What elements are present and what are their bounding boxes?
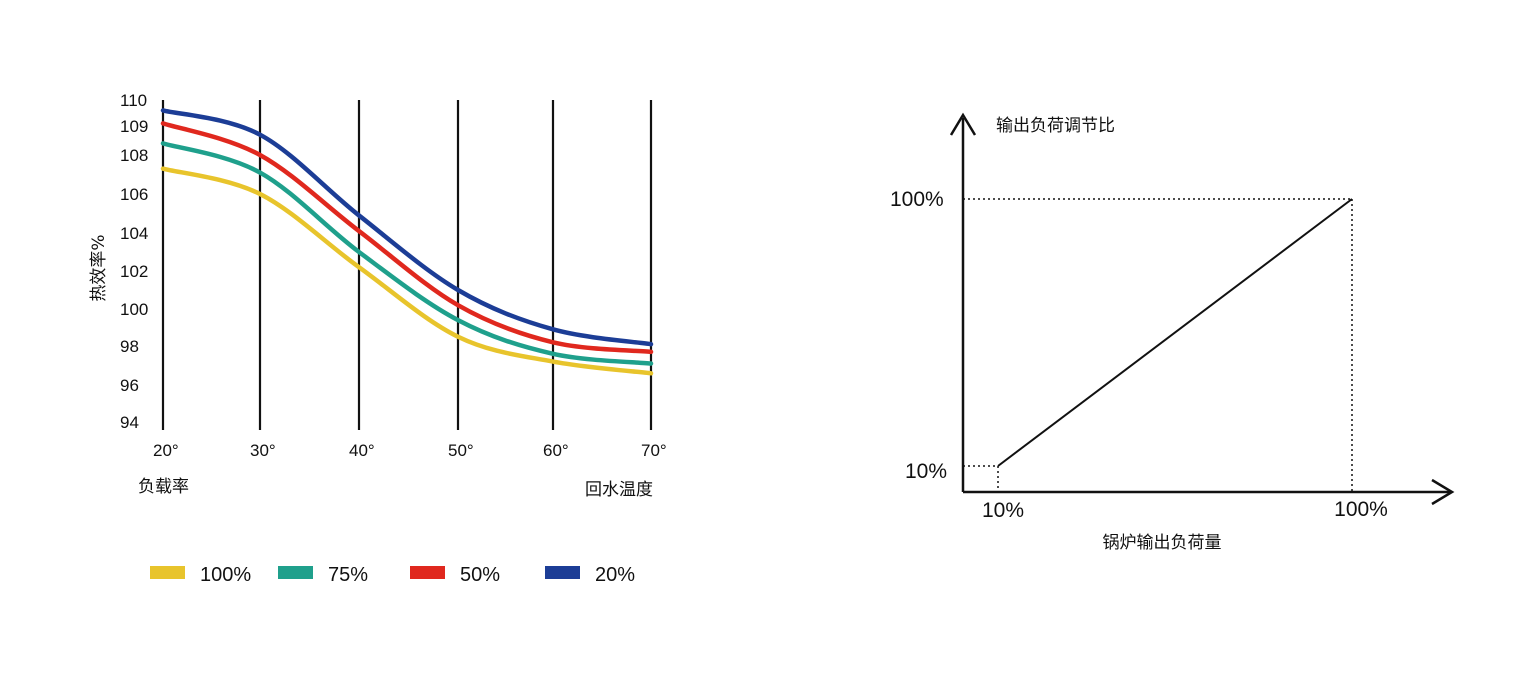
efficiency-series — [160, 108, 654, 376]
legend-swatch — [150, 566, 185, 579]
y-axis-label: 热效率% — [89, 234, 109, 301]
y-tick-label: 102 — [120, 262, 148, 281]
legend-label: 100% — [200, 564, 251, 586]
y-tick-label: 96 — [120, 376, 139, 395]
y-tick-label: 108 — [120, 146, 148, 165]
ratio-line — [997, 198, 1353, 467]
vertical-grid-lines — [161, 100, 653, 430]
x-tick-label: 40° — [349, 441, 375, 460]
legend-label: 75% — [328, 564, 368, 586]
y-tick-100: 100% — [890, 188, 944, 211]
series-line-20pct — [160, 108, 654, 347]
x-axis-label-return-temperature: 回水温度 — [585, 480, 653, 500]
y-tick-label: 98 — [120, 337, 139, 356]
legend-swatch — [545, 566, 580, 579]
y-axis-arrow-icon — [949, 112, 977, 136]
load-ratio-chart: 输出负荷调节比 100% 10% 10% 100% 锅炉输出负荷量 — [890, 112, 1455, 553]
x-tick-100: 100% — [1334, 498, 1388, 521]
y-tick-labels: 110 109 108 106 104 102 100 98 96 94 — [120, 91, 148, 432]
x-tick-label: 30° — [250, 441, 276, 460]
x-tick-label: 60° — [543, 441, 569, 460]
x-tick-label: 50° — [448, 441, 474, 460]
legend-swatch — [410, 566, 445, 579]
x-axis-label: 锅炉输出负荷量 — [1103, 533, 1222, 553]
legend-label: 50% — [460, 564, 500, 586]
legend-swatch — [278, 566, 313, 579]
series-line-75pct — [160, 141, 654, 366]
y-tick-label: 110 — [120, 91, 147, 110]
efficiency-chart: 110 109 108 106 104 102 100 98 96 94 20° 30° 40° 50°… — [89, 91, 667, 586]
x-axis-arrow-icon — [1431, 478, 1455, 506]
series-line-50pct — [160, 121, 654, 355]
y-tick-label: 100 — [120, 300, 148, 319]
x-tick-labels: 20° 30° 40° 50° 60° 70° — [153, 441, 667, 460]
y-tick-label: 104 — [120, 224, 148, 243]
x-axis-label-load-rate: 负载率 — [138, 477, 189, 497]
y-axis-label: 输出负荷调节比 — [996, 116, 1115, 136]
legend-label: 20% — [595, 564, 635, 586]
x-tick-10: 10% — [982, 499, 1024, 522]
series-line-100pct — [160, 166, 654, 376]
x-tick-label: 20° — [153, 441, 179, 460]
y-tick-label: 106 — [120, 185, 148, 204]
y-tick-label: 109 — [120, 117, 148, 136]
y-tick-label: 94 — [120, 413, 139, 432]
y-tick-10: 10% — [905, 460, 947, 483]
x-tick-label: 70° — [641, 441, 667, 460]
legend: 100% 75% 50% 20% — [150, 564, 635, 586]
